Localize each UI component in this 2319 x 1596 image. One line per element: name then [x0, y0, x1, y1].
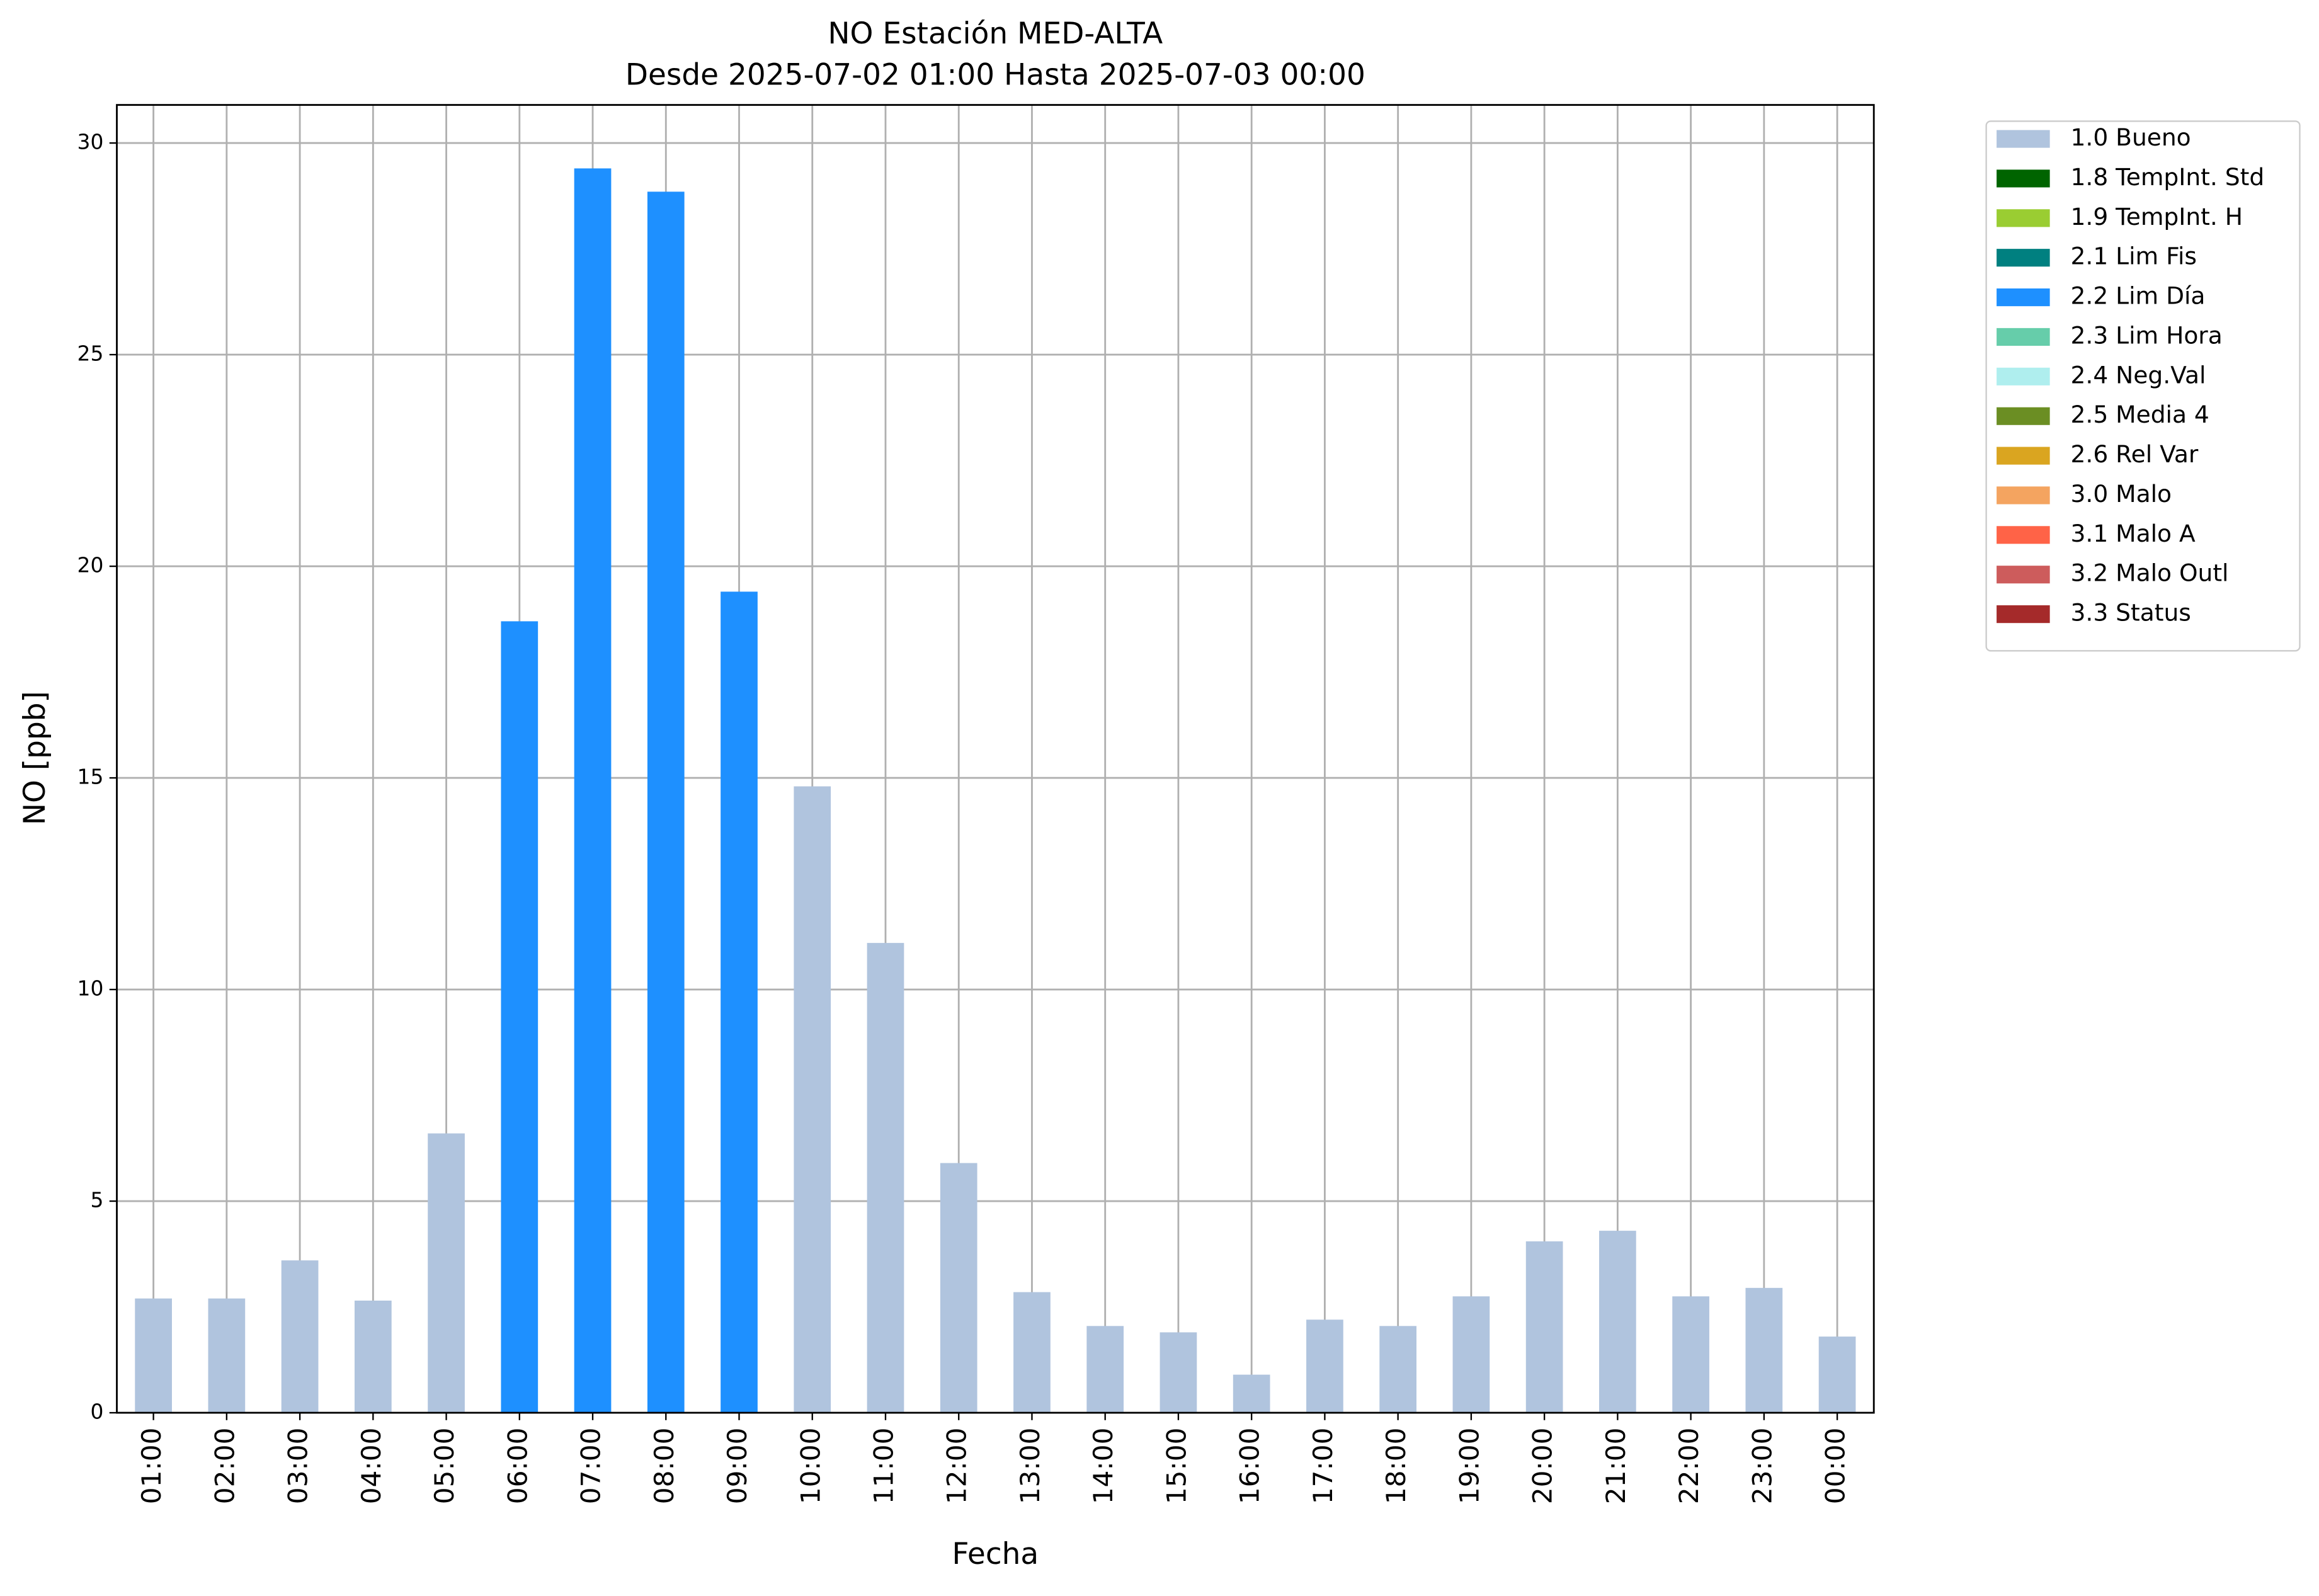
bar — [1160, 1332, 1197, 1413]
legend-swatch — [1997, 407, 2050, 425]
bar — [1086, 1326, 1124, 1413]
bar — [1745, 1287, 1783, 1413]
legend-swatch — [1997, 249, 2050, 267]
y-tick-label: 10 — [77, 976, 104, 1001]
x-tick-label: 12:00 — [942, 1428, 972, 1505]
legend-label: 2.4 Neg.Val — [2071, 361, 2206, 389]
legend-label: 3.2 Malo Outl — [2071, 559, 2229, 587]
legend-label: 2.3 Lim Hora — [2071, 321, 2223, 349]
y-tick-label: 15 — [77, 765, 104, 789]
bar — [135, 1298, 172, 1413]
bar — [794, 786, 831, 1413]
bar — [1818, 1337, 1856, 1413]
x-tick-label: 04:00 — [356, 1428, 387, 1505]
x-tick-label: 19:00 — [1454, 1428, 1484, 1505]
legend-label: 3.3 Status — [2071, 599, 2191, 627]
legend-swatch — [1997, 367, 2050, 385]
bar — [867, 943, 904, 1413]
legend-swatch — [1997, 169, 2050, 188]
legend-swatch — [1997, 447, 2050, 465]
x-tick-label: 05:00 — [429, 1428, 460, 1505]
bar — [1013, 1292, 1051, 1413]
legend-swatch — [1997, 605, 2050, 624]
legend-swatch — [1997, 328, 2050, 346]
x-tick-label: 16:00 — [1234, 1428, 1265, 1505]
x-tick-label: 22:00 — [1673, 1428, 1704, 1505]
x-axis-label: Fecha — [952, 1537, 1039, 1571]
legend-swatch — [1997, 526, 2050, 544]
y-tick-label: 5 — [90, 1188, 103, 1212]
legend-box — [1985, 120, 2301, 652]
legend-label: 3.1 Malo A — [2071, 520, 2196, 547]
bar — [1525, 1241, 1563, 1413]
x-tick-label: 03:00 — [283, 1428, 314, 1505]
bar — [1233, 1374, 1270, 1413]
bar — [647, 191, 685, 1413]
chart-subtitle: Desde 2025-07-02 01:00 Hasta 2025-07-03 … — [625, 58, 1365, 93]
x-tick-label: 01:00 — [136, 1428, 167, 1505]
bar — [1452, 1296, 1490, 1413]
x-tick-label: 20:00 — [1527, 1428, 1558, 1505]
grid — [117, 105, 1874, 1414]
legend-label: 3.0 Malo — [2071, 480, 2172, 508]
x-tick-label: 06:00 — [502, 1428, 533, 1505]
chart-title: NO Estación MED-ALTA — [828, 16, 1163, 51]
bar — [940, 1163, 977, 1413]
bar — [208, 1298, 246, 1413]
legend-label: 1.8 TempInt. Std — [2071, 163, 2265, 191]
bar — [281, 1260, 319, 1413]
legend-swatch — [1997, 566, 2050, 584]
legend-label: 2.6 Rel Var — [2071, 440, 2199, 468]
bar — [354, 1300, 392, 1413]
x-tick-label: 02:00 — [209, 1428, 240, 1505]
x-tick-label: 09:00 — [722, 1428, 753, 1505]
legend-swatch — [1997, 130, 2050, 148]
legend-label: 2.2 Lim Día — [2071, 282, 2206, 310]
x-tick-label: 11:00 — [868, 1428, 899, 1505]
legend-swatch — [1997, 209, 2050, 227]
y-axis-label: NO [ppb] — [18, 691, 52, 825]
bar — [1599, 1231, 1636, 1413]
bar — [1306, 1320, 1343, 1413]
plot-frame — [116, 104, 1875, 1414]
x-tick-label: 15:00 — [1161, 1428, 1192, 1505]
y-tick-label: 0 — [90, 1399, 103, 1424]
legend-label: 2.5 Media 4 — [2071, 401, 2209, 428]
bar — [721, 591, 758, 1413]
legend-label: 1.0 Bueno — [2071, 123, 2191, 151]
x-tick-label: 21:00 — [1600, 1428, 1631, 1505]
x-tick-label: 17:00 — [1308, 1428, 1338, 1505]
bar — [1379, 1326, 1417, 1413]
bar — [574, 168, 612, 1413]
legend: 1.0 Bueno 1.8 TempInt. Std 1.9 TempInt. H 2… — [1985, 120, 2301, 652]
legend-swatch — [1997, 486, 2050, 504]
y-tick-label: 20 — [77, 553, 104, 578]
x-tick-label: 23:00 — [1746, 1428, 1777, 1505]
y-tick-label: 25 — [77, 341, 104, 366]
bar — [1672, 1296, 1709, 1413]
y-tick-label: 30 — [77, 130, 104, 154]
legend-swatch — [1997, 288, 2050, 307]
bars — [135, 168, 1856, 1413]
x-tick-label: 08:00 — [649, 1428, 680, 1505]
x-tick-label: 18:00 — [1381, 1428, 1411, 1505]
legend-label: 1.9 TempInt. H — [2071, 203, 2243, 231]
x-tick-label: 14:00 — [1088, 1428, 1119, 1505]
x-tick-label: 07:00 — [576, 1428, 607, 1505]
x-tick-label: 10:00 — [795, 1428, 826, 1505]
x-tick-label: 13:00 — [1015, 1428, 1046, 1505]
bar — [428, 1133, 465, 1413]
legend-label: 2.1 Lim Fis — [2071, 242, 2197, 270]
x-tick-label: 00:00 — [1820, 1428, 1851, 1505]
bar — [501, 621, 538, 1413]
